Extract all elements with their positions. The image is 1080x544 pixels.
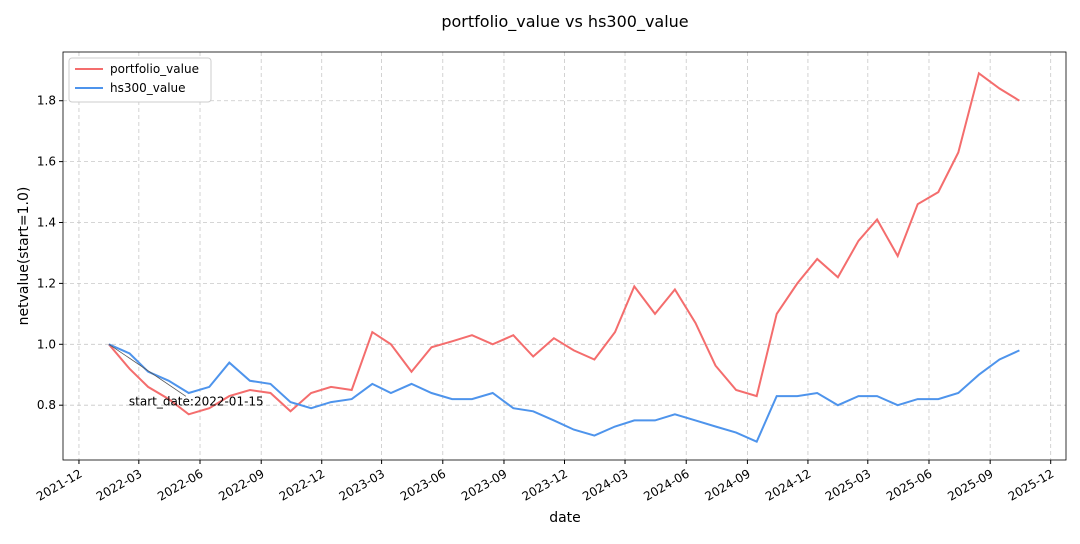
line-series xyxy=(108,343,1020,444)
chart-title: portfolio_value vs hs300_value xyxy=(441,12,688,32)
x-tick-label: 2022-03 xyxy=(94,466,144,503)
legend-box xyxy=(68,57,212,103)
x-tick-label: 2024-06 xyxy=(641,466,691,503)
y-tick-label: 1.8 xyxy=(37,94,56,108)
y-tick-label: 1.0 xyxy=(37,337,56,351)
x-tick-label: 2024-12 xyxy=(763,466,813,503)
line-series xyxy=(108,71,1020,416)
legend-label: hs300_value xyxy=(110,81,186,95)
legend-label: portfolio_value xyxy=(110,62,199,76)
x-tick-label: 2024-03 xyxy=(580,466,630,503)
annotation-arrow xyxy=(108,343,187,397)
x-tick-label: 2025-06 xyxy=(884,466,934,503)
x-tick-label: 2023-09 xyxy=(459,466,509,503)
x-tick-label: 2023-03 xyxy=(337,466,387,503)
plot-frame xyxy=(62,51,1067,461)
x-tick-label: 2025-09 xyxy=(945,466,995,503)
x-tick-label: 2024-09 xyxy=(702,466,752,503)
x-tick-label: 2023-06 xyxy=(398,466,448,503)
x-tick-label: 2025-12 xyxy=(1006,466,1056,503)
annotation-text: start_date:2022-01-15 xyxy=(129,394,264,408)
y-tick-label: 0.8 xyxy=(37,398,56,412)
x-tick-label: 2021-12 xyxy=(34,466,84,503)
y-tick-label: 1.6 xyxy=(37,155,56,169)
x-tick-label: 2022-06 xyxy=(155,466,205,503)
x-tick-label: 2022-09 xyxy=(216,466,266,503)
y-tick-label: 1.2 xyxy=(37,276,56,290)
y-tick-label: 1.4 xyxy=(37,216,56,230)
x-tick-label: 2023-12 xyxy=(520,466,570,503)
x-axis-label: date xyxy=(549,510,581,526)
y-axis-label: netvalue(start=1.0) xyxy=(16,187,32,326)
legend: portfolio_value hs300_value xyxy=(68,57,212,103)
x-tick-label: 2022-12 xyxy=(277,466,327,503)
x-tick-label: 2025-03 xyxy=(823,466,873,503)
